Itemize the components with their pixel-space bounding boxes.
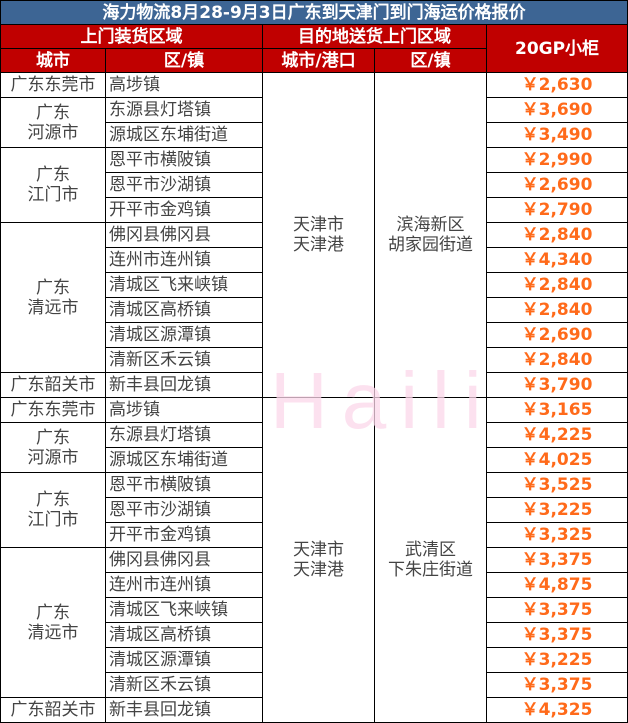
town-cell: 佛冈县佛冈县 (105, 222, 263, 248)
price-cell: ￥2,840 (485, 272, 628, 298)
table-title: 海力物流8月28-9月3日广东到天津门到门海运价格报价 (0, 0, 628, 25)
city-cell: 广东韶关市 (0, 372, 106, 398)
town-cell: 源城区东埔街道 (105, 122, 263, 148)
price-cell: ￥4,225 (485, 422, 628, 448)
table-row: 广东 河源市 东源县灯塔镇 ￥3,690 (0, 97, 628, 148)
price-cell: ￥2,840 (485, 222, 628, 248)
town-header: 区/镇 (105, 48, 263, 73)
town-cell: 清新区禾云镇 (105, 672, 263, 698)
price-cell: ￥4,025 (485, 447, 628, 473)
town-cell: 恩平市沙湖镇 (105, 497, 263, 523)
city-cell: 广东 清远市 (0, 547, 106, 698)
price-cell: ￥3,325 (485, 522, 628, 548)
table-row: 广东韶关市 新丰县回龙镇 ￥3,790 (0, 372, 628, 398)
delivery-area-header: 目的地送货上门区域 (262, 24, 487, 49)
town-cell: 清新区禾云镇 (105, 347, 263, 373)
table-row: 广东东莞市 高埗镇 天津市 天津港 滨海新区 胡家园街道 ￥2,630 (0, 72, 628, 398)
town-cell: 连州市连州镇 (105, 247, 263, 273)
price-cell: ￥3,525 (485, 472, 628, 498)
price-cell: ￥3,225 (485, 647, 628, 673)
town-cell: 清城区源潭镇 (105, 647, 263, 673)
table-row: 清城区高桥镇 ￥3,375 (1, 622, 628, 648)
city-cell: 广东 河源市 (0, 97, 106, 148)
price-cell: ￥3,490 (485, 122, 628, 148)
price-cell: ￥3,225 (485, 497, 628, 523)
table-row: 清城区飞来峡镇 ￥2,840 (1, 272, 628, 298)
table-row: 广东 清远市 佛冈县佛冈县 ￥3,375 (0, 547, 628, 698)
dest-town-cell: 滨海新区 胡家园街道 (374, 72, 487, 398)
price-cell: ￥2,840 (485, 347, 628, 373)
town-cell: 东源县灯塔镇 (105, 422, 263, 448)
town-cell: 恩平市横陂镇 (105, 472, 263, 498)
town-cell: 新丰县回龙镇 (105, 372, 263, 398)
town-cell: 开平市金鸡镇 (105, 522, 263, 548)
container-header: 20GP小柜 (485, 24, 628, 73)
price-cell: ￥3,375 (485, 597, 628, 623)
table-row: 恩平市沙湖镇 ￥2,690 (1, 172, 628, 198)
pickup-area-header: 上门装货区域 (0, 24, 263, 49)
town-cell: 东源县灯塔镇 (105, 97, 263, 123)
price-cell: ￥3,690 (485, 97, 628, 123)
price-cell: ￥3,375 (485, 622, 628, 648)
table-row: 源城区东埔街道 ￥3,490 (1, 122, 628, 148)
dest-town-cell: 武清区 下朱庄街道 (374, 397, 487, 723)
city-cell: 广东东莞市 (0, 72, 106, 98)
price-cell: ￥3,375 (485, 672, 628, 698)
price-cell: ￥3,375 (485, 547, 628, 573)
dest-town-header: 区/镇 (374, 48, 487, 73)
city-cell: 广东 清远市 (0, 222, 106, 373)
table-row: 清新区禾云镇 ￥3,375 (1, 672, 628, 698)
city-cell: 广东 江门市 (0, 147, 106, 223)
city-header: 城市 (0, 48, 106, 73)
table-row: 开平市金鸡镇 ￥3,325 (1, 522, 628, 548)
table-row: 恩平市沙湖镇 ￥3,225 (1, 497, 628, 523)
city-cell: 广东 河源市 (0, 422, 106, 473)
price-cell: ￥3,165 (485, 397, 628, 423)
town-cell: 高埗镇 (105, 72, 263, 98)
city-cell: 广东 江门市 (0, 472, 106, 548)
price-cell: ￥2,790 (485, 197, 628, 223)
table-row: 清城区高桥镇 ￥2,840 (1, 297, 628, 323)
town-cell: 恩平市沙湖镇 (105, 172, 263, 198)
town-cell: 高埗镇 (105, 397, 263, 423)
price-cell: ￥3,790 (485, 372, 628, 398)
town-cell: 清城区高桥镇 (105, 622, 263, 648)
town-cell: 清城区飞来峡镇 (105, 597, 263, 623)
table-row: 连州市连州镇 ￥4,875 (1, 572, 628, 598)
town-cell: 清城区源潭镇 (105, 322, 263, 348)
price-cell: ￥4,875 (485, 572, 628, 598)
table-row: 连州市连州镇 ￥4,340 (1, 247, 628, 273)
price-cell: ￥2,990 (485, 147, 628, 173)
town-cell: 恩平市横陂镇 (105, 147, 263, 173)
price-cell: ￥4,340 (485, 247, 628, 273)
price-cell: ￥2,690 (485, 172, 628, 198)
price-cell: ￥4,325 (485, 697, 628, 723)
table-row: 广东东莞市 高埗镇 天津市 天津港 武清区 下朱庄街道 ￥3,165 (0, 397, 628, 723)
price-cell: ￥2,690 (485, 322, 628, 348)
town-cell: 连州市连州镇 (105, 572, 263, 598)
table-row: 广东 江门市 恩平市横陂镇 ￥2,990 (0, 147, 628, 223)
town-cell: 源城区东埔街道 (105, 447, 263, 473)
price-cell: ￥2,630 (485, 72, 628, 98)
table-row: 清新区禾云镇 ￥2,840 (1, 347, 628, 373)
city-cell: 广东东莞市 (0, 397, 106, 423)
table-row: 广东 清远市 佛冈县佛冈县 ￥2,840 (0, 222, 628, 373)
dest-city-cell: 天津市 天津港 (262, 72, 375, 398)
town-cell: 清城区高桥镇 (105, 297, 263, 323)
dest-city-header: 城市/港口 (262, 48, 375, 73)
town-cell: 新丰县回龙镇 (105, 697, 263, 723)
city-cell: 广东韶关市 (0, 697, 106, 723)
town-cell: 清城区飞来峡镇 (105, 272, 263, 298)
town-cell: 开平市金鸡镇 (105, 197, 263, 223)
dest-city-cell: 天津市 天津港 (262, 397, 375, 723)
town-cell: 佛冈县佛冈县 (105, 547, 263, 573)
table-row: 广东韶关市 新丰县回龙镇 ￥4,325 (0, 697, 628, 723)
price-cell: ￥2,840 (485, 297, 628, 323)
